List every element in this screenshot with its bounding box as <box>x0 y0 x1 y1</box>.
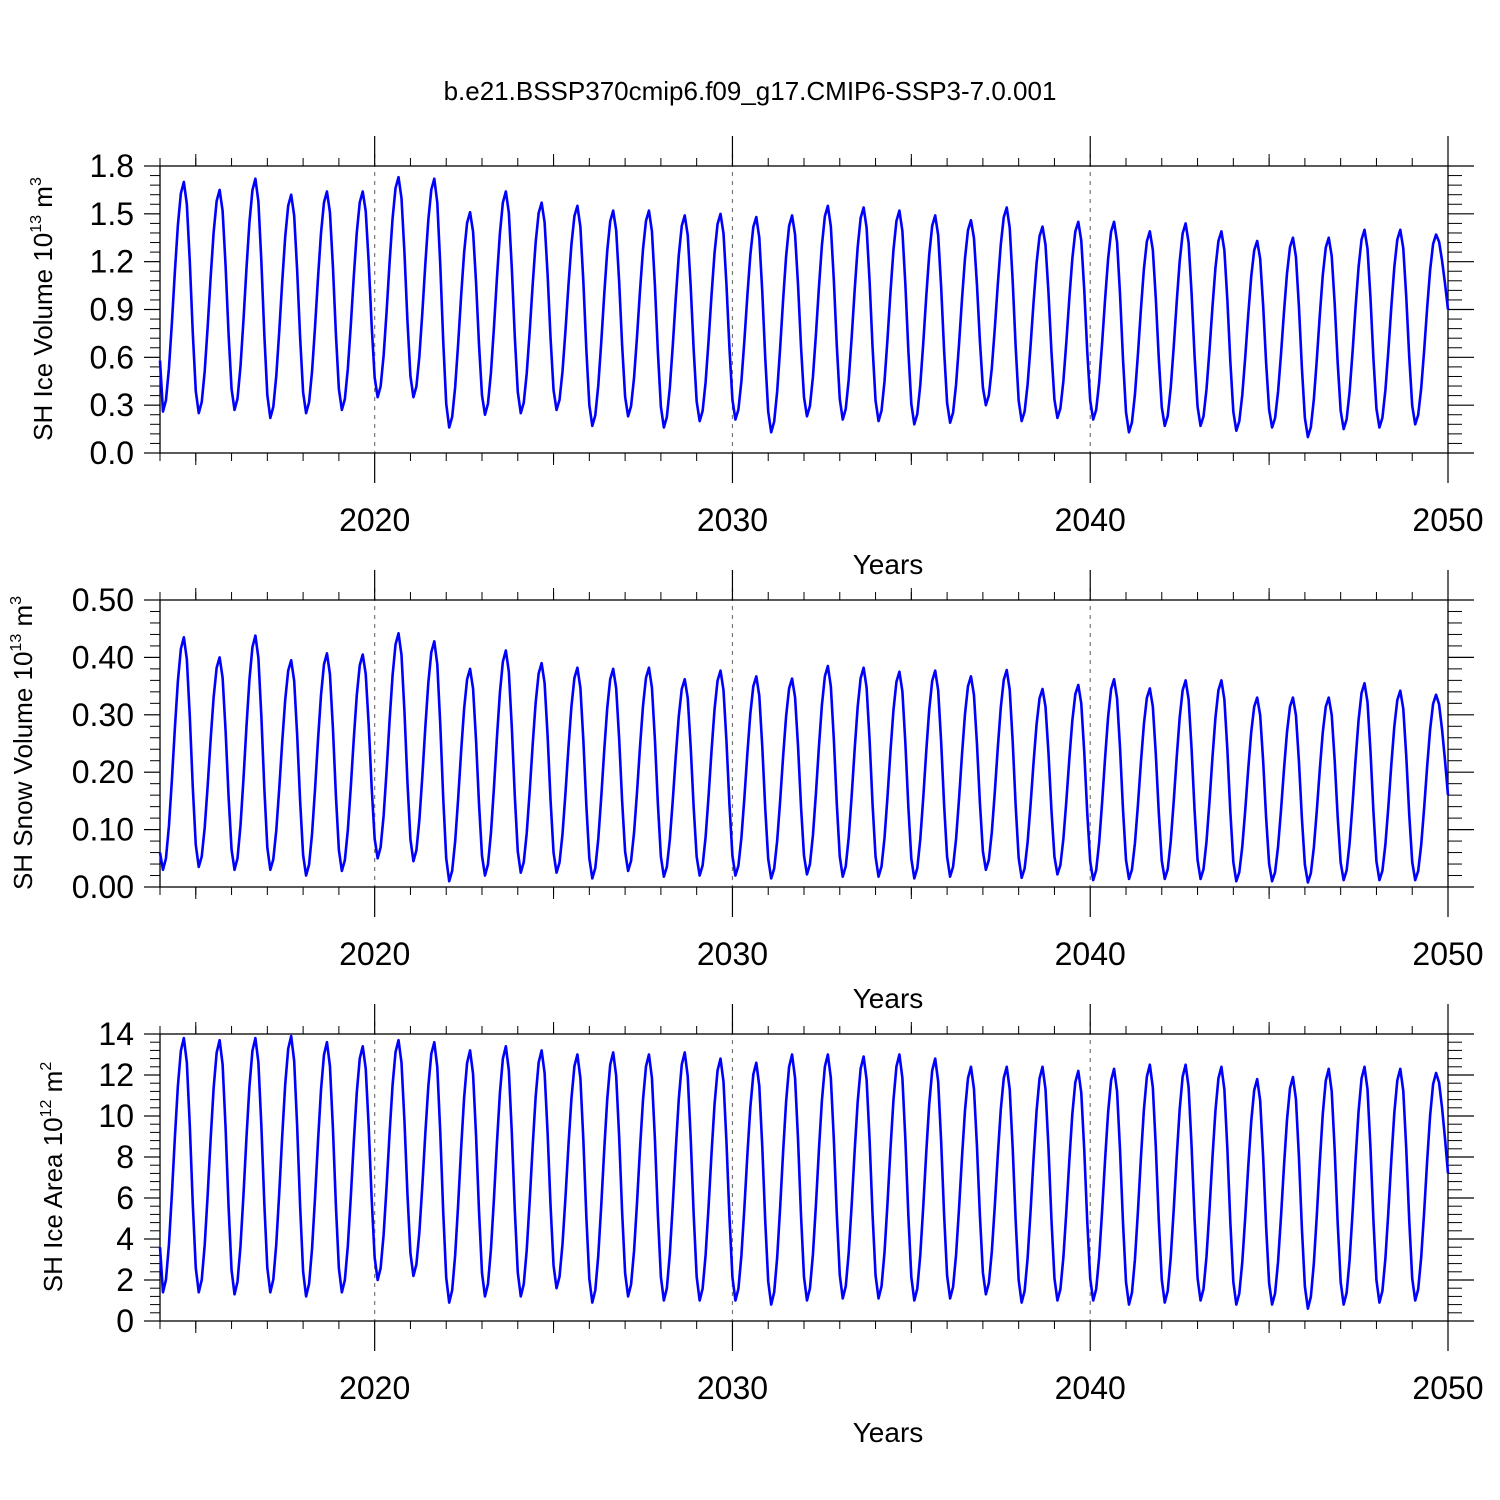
series-line-sh-ice-volume <box>158 175 1450 439</box>
y-tick-label: 4 <box>116 1221 134 1257</box>
x-tick-label: 2040 <box>1055 1370 1126 1406</box>
y-tick-label: 0.10 <box>72 812 134 848</box>
y-tick-label: 0.20 <box>72 754 134 790</box>
x-axis-label: Years <box>853 549 924 580</box>
y-tick-label: 0.0 <box>90 435 134 471</box>
y-axis-label-main: SH Ice Area 10 <box>38 1117 68 1292</box>
y-axis-label-exponent: 13 <box>8 634 25 652</box>
y-tick-label: 0.40 <box>72 639 134 675</box>
y-tick-label: 1.8 <box>90 148 134 184</box>
y-tick-label: 14 <box>98 1016 134 1052</box>
y-tick-label: 0.3 <box>90 387 134 423</box>
x-axis-label: Years <box>853 1417 924 1448</box>
x-tick-label: 2050 <box>1412 502 1483 538</box>
x-tick-label: 2040 <box>1055 936 1126 972</box>
y-tick-label: 0.6 <box>90 339 134 375</box>
y-axis-label-unit-exponent: 2 <box>38 1062 55 1071</box>
y-tick-label: 8 <box>116 1139 134 1175</box>
x-tick-label: 2020 <box>339 502 410 538</box>
y-tick-label: 1.5 <box>90 196 134 232</box>
x-tick-label: 2030 <box>697 1370 768 1406</box>
chart-panel-2: 2020 2030 2040 2050 Years 0.00 0.10 0.20 0.30 0.4… <box>8 570 1484 1014</box>
panels: 2020 2030 2040 2050 Years 0.0 0.3 0.6 0.9 1.2 1.5 1… <box>8 136 1484 1448</box>
y-tick-label: 0.9 <box>90 292 134 328</box>
y-axis-label: SH Snow Volume 1013 m3 <box>8 596 38 890</box>
y-tick-label: 0.30 <box>72 697 134 733</box>
x-tick-label: 2020 <box>339 936 410 972</box>
y-tick-label: 1.2 <box>90 244 134 280</box>
y-axis-label-main: SH Ice Volume 10 <box>28 233 58 441</box>
x-tick-label: 2040 <box>1055 502 1126 538</box>
figure-title: b.e21.BSSP370cmip6.f09_g17.CMIP6-SSP3-7.… <box>444 76 1057 106</box>
y-tick-label: 2 <box>116 1262 134 1298</box>
y-axis-label-exponent: 13 <box>28 215 45 233</box>
y-axis-label-exponent: 12 <box>38 1099 55 1117</box>
y-tick-label: 0.00 <box>72 869 134 905</box>
x-axis-label: Years <box>853 983 924 1014</box>
series-line-sh-snow-volume <box>158 631 1450 884</box>
y-axis-label-unit-exponent: 3 <box>8 596 25 605</box>
chart-panel-1: 2020 2030 2040 2050 Years 0.0 0.3 0.6 0.9 1.2 1.5 1… <box>28 136 1484 580</box>
y-axis-label-main: SH Snow Volume 10 <box>8 652 38 890</box>
x-tick-label: 2030 <box>697 502 768 538</box>
y-tick-label: 10 <box>98 1098 134 1134</box>
x-tick-label: 2050 <box>1412 1370 1483 1406</box>
y-axis-label-unit: m <box>28 186 58 215</box>
y-axis-label: SH Ice Area 1012 m2 <box>38 1062 68 1293</box>
y-tick-label: 12 <box>98 1057 134 1093</box>
y-axis-label-unit: m <box>38 1071 68 1100</box>
x-tick-label: 2050 <box>1412 936 1483 972</box>
y-axis-label-unit: m <box>8 605 38 634</box>
y-axis-label: SH Ice Volume 1013 m3 <box>28 177 58 441</box>
x-tick-label: 2030 <box>697 936 768 972</box>
y-tick-label: 0 <box>116 1303 134 1339</box>
y-axis-label-unit-exponent: 3 <box>28 177 45 186</box>
series-line-sh-ice-area <box>158 1034 1450 1310</box>
x-tick-label: 2020 <box>339 1370 410 1406</box>
y-tick-label: 0.50 <box>72 582 134 618</box>
y-tick-label: 6 <box>116 1180 134 1216</box>
chart-panel-3: 2020 2030 2040 2050 Years 0 2 4 6 8 10 12 14 SH Ice A… <box>38 1004 1484 1448</box>
